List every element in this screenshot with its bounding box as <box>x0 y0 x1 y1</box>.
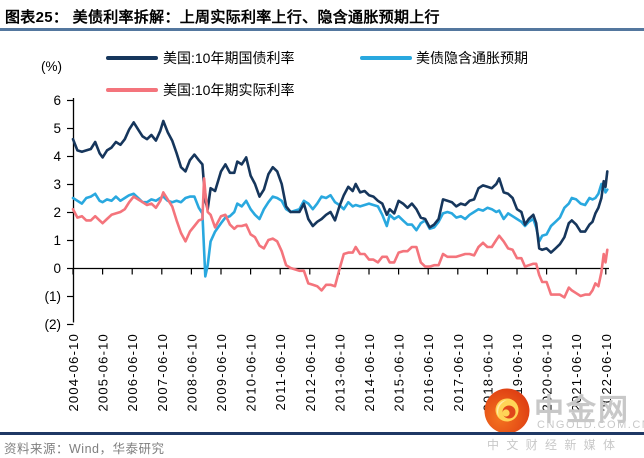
watermark-tagline: 中 文 财 经 新 媒 体 <box>487 438 618 452</box>
svg-text:2014-06-10: 2014-06-10 <box>362 333 377 412</box>
svg-text:4: 4 <box>53 149 61 164</box>
svg-text:2006-06-10: 2006-06-10 <box>125 333 140 412</box>
svg-text:2004-06-10: 2004-06-10 <box>66 333 81 412</box>
svg-text:(%): (%) <box>41 59 62 74</box>
cngold-flame-logo-icon <box>484 388 530 434</box>
legend-label-nominal: 美国:10年期国债利率 <box>163 50 295 66</box>
legend-swatch-nominal <box>106 56 158 60</box>
watermark-brand: 中金网 <box>534 394 630 427</box>
legend-label-breakeven: 美债隐含通胀预期 <box>416 50 528 66</box>
svg-text:(2): (2) <box>45 317 62 332</box>
svg-text:2015-06-10: 2015-06-10 <box>392 333 407 412</box>
bottom-rule-divider <box>0 432 644 435</box>
series-real <box>71 177 609 299</box>
svg-text:2017-06-10: 2017-06-10 <box>451 333 466 412</box>
title-rule-divider <box>0 28 644 31</box>
svg-text:6: 6 <box>53 93 61 108</box>
svg-text:1: 1 <box>53 233 61 248</box>
legend-swatch-breakeven <box>360 56 412 60</box>
legend-label-real: 美国:10年期实际利率 <box>163 82 295 98</box>
svg-text:2011-06-10: 2011-06-10 <box>273 333 288 411</box>
svg-text:2013-06-10: 2013-06-10 <box>332 333 347 412</box>
svg-text:5: 5 <box>53 121 61 136</box>
svg-text:2007-06-10: 2007-06-10 <box>155 333 170 412</box>
svg-text:2012-06-10: 2012-06-10 <box>303 333 318 412</box>
source-note: 资料来源：Wind，华泰研究 <box>4 442 165 456</box>
svg-text:2: 2 <box>53 205 61 220</box>
svg-text:2016-06-10: 2016-06-10 <box>421 333 436 412</box>
svg-text:3: 3 <box>53 177 61 192</box>
series-nominal <box>71 119 609 254</box>
series-breakeven <box>71 182 609 278</box>
svg-text:2005-06-10: 2005-06-10 <box>96 333 111 412</box>
svg-text:2010-06-10: 2010-06-10 <box>244 333 259 412</box>
page-title: 图表25： 美债利率拆解：上周实际利率上行、隐含通胀预期上行 <box>5 9 440 26</box>
svg-text:0: 0 <box>53 261 61 276</box>
svg-text:2009-06-10: 2009-06-10 <box>214 333 229 412</box>
watermark-domain: CNGOLD.COM.CN <box>537 419 644 431</box>
legend-swatch-real <box>106 88 158 92</box>
svg-text:(1): (1) <box>45 289 62 304</box>
svg-text:2008-06-10: 2008-06-10 <box>184 333 199 412</box>
